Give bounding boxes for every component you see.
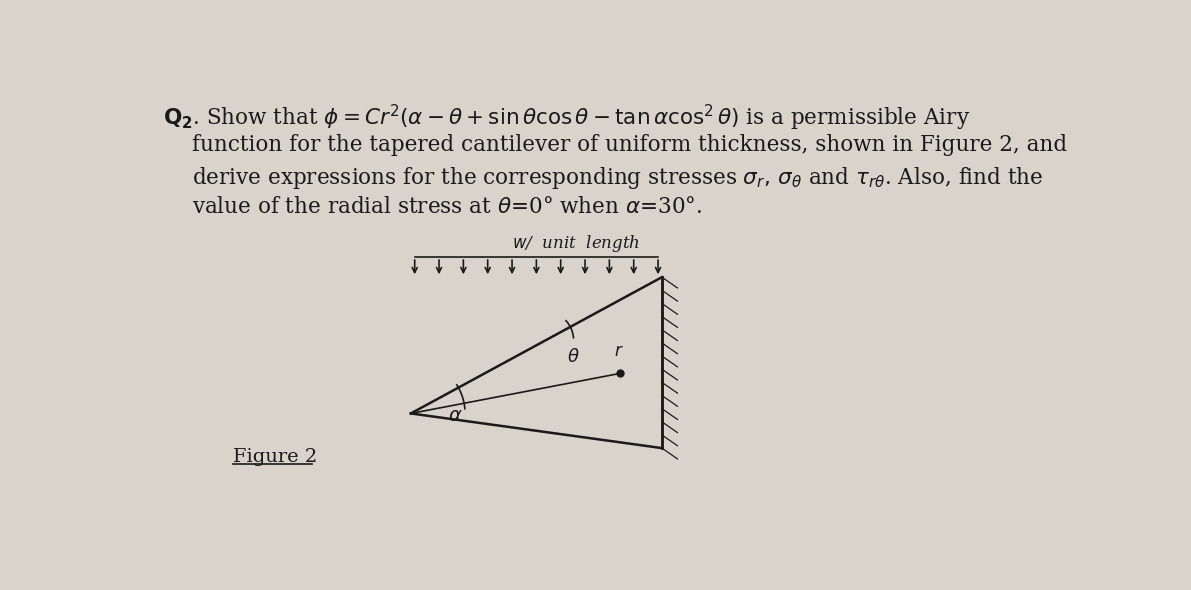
Text: $\alpha$: $\alpha$: [448, 407, 462, 425]
Text: function for the tapered cantilever of uniform thickness, shown in Figure 2, and: function for the tapered cantilever of u…: [192, 134, 1067, 156]
Text: $\theta$: $\theta$: [567, 348, 580, 366]
Text: derive expressions for the corresponding stresses $\sigma_r,\,\sigma_\theta$ and: derive expressions for the corresponding…: [192, 165, 1043, 191]
Text: value of the radial stress at $\theta$=0° when $\alpha$=30°.: value of the radial stress at $\theta$=0…: [192, 195, 701, 218]
Text: $\mathbf{Q_2}$. Show that $\phi = Cr^2(\alpha - \theta + \sin\theta\cos\theta - : $\mathbf{Q_2}$. Show that $\phi = Cr^2(\…: [163, 103, 969, 133]
Text: Figure 2: Figure 2: [232, 448, 317, 466]
Text: $w$/  unit  length: $w$/ unit length: [512, 232, 640, 254]
Text: $r$: $r$: [613, 343, 624, 360]
